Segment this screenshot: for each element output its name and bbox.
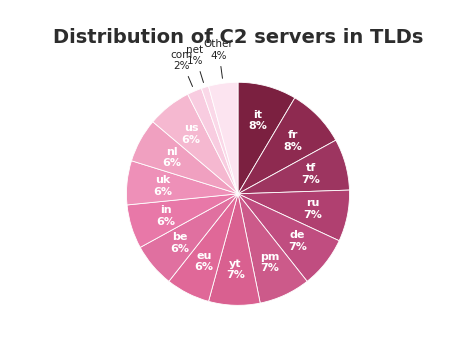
Text: tf
7%: tf 7% xyxy=(302,163,320,185)
Text: us
6%: us 6% xyxy=(181,123,200,145)
Wedge shape xyxy=(238,190,349,241)
Wedge shape xyxy=(238,140,349,194)
Text: pm
7%: pm 7% xyxy=(260,252,279,273)
Wedge shape xyxy=(238,82,295,194)
Text: eu
6%: eu 6% xyxy=(194,251,213,272)
Title: Distribution of C2 servers in TLDs: Distribution of C2 servers in TLDs xyxy=(53,28,423,47)
Text: uk
6%: uk 6% xyxy=(153,175,172,197)
Wedge shape xyxy=(238,194,307,303)
Wedge shape xyxy=(153,94,238,194)
Wedge shape xyxy=(140,194,238,281)
Text: ru
7%: ru 7% xyxy=(303,198,322,220)
Text: it
8%: it 8% xyxy=(248,110,268,132)
Text: net
1%: net 1% xyxy=(187,45,204,83)
Text: in
6%: in 6% xyxy=(156,205,175,227)
Text: be
6%: be 6% xyxy=(170,232,189,254)
Text: fr
8%: fr 8% xyxy=(283,130,302,152)
Wedge shape xyxy=(131,122,238,194)
Wedge shape xyxy=(208,194,260,305)
Text: com
2%: com 2% xyxy=(170,50,192,86)
Text: Other
4%: Other 4% xyxy=(204,39,234,78)
Wedge shape xyxy=(238,194,339,281)
Wedge shape xyxy=(127,161,238,205)
Text: de
7%: de 7% xyxy=(288,230,307,252)
Wedge shape xyxy=(208,82,238,194)
Wedge shape xyxy=(201,86,238,194)
Text: yt
7%: yt 7% xyxy=(226,259,245,280)
Wedge shape xyxy=(169,194,238,301)
Wedge shape xyxy=(127,194,238,248)
Wedge shape xyxy=(188,88,238,194)
Wedge shape xyxy=(238,98,336,194)
Text: nl
6%: nl 6% xyxy=(162,147,181,168)
